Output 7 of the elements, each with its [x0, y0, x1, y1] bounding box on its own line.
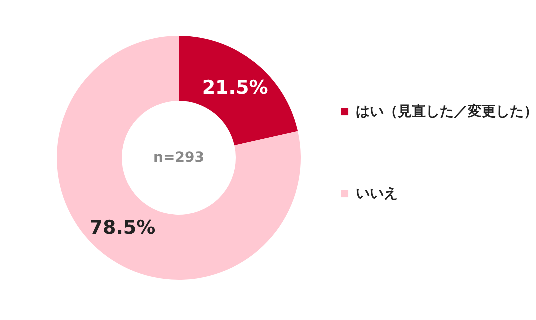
data-label: 78.5%: [90, 217, 156, 240]
data-label: 21.5%: [202, 76, 268, 99]
legend-label: いいえ: [356, 186, 398, 202]
text: n=293: [154, 150, 204, 166]
donut-slice: [179, 36, 298, 146]
legend-label: はい（見直した／変更した）: [356, 103, 536, 120]
donut-slice: [57, 36, 301, 280]
